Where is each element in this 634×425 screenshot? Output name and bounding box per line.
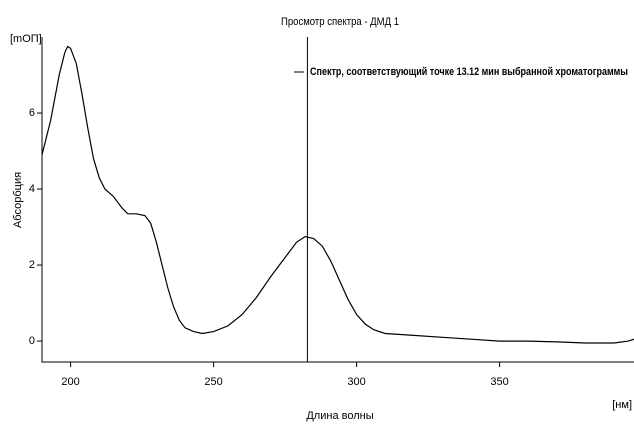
x-tick-label: 350	[490, 376, 508, 388]
x-tick-label: 300	[347, 376, 365, 388]
y-tick-label: 6	[29, 107, 35, 119]
y-tick-label: 2	[29, 259, 35, 271]
legend-label: Спектр, соответствующий точке 13.12 мин …	[310, 66, 628, 78]
y-unit: [mОП]	[10, 33, 42, 45]
y-axis-label: Абсорбция	[12, 172, 24, 228]
y-tick-label: 4	[29, 183, 35, 195]
chart-title: Просмотр спектра - ДМД 1	[281, 16, 399, 28]
axis	[41, 37, 634, 363]
x-unit: [нм]	[612, 399, 632, 411]
x-tick-label: 200	[61, 376, 79, 388]
spectrum-line	[41, 45, 634, 344]
x-axis-label: Длина волны	[306, 410, 373, 422]
y-tick-label: 0	[29, 335, 35, 347]
x-tick-label: 250	[204, 376, 222, 388]
